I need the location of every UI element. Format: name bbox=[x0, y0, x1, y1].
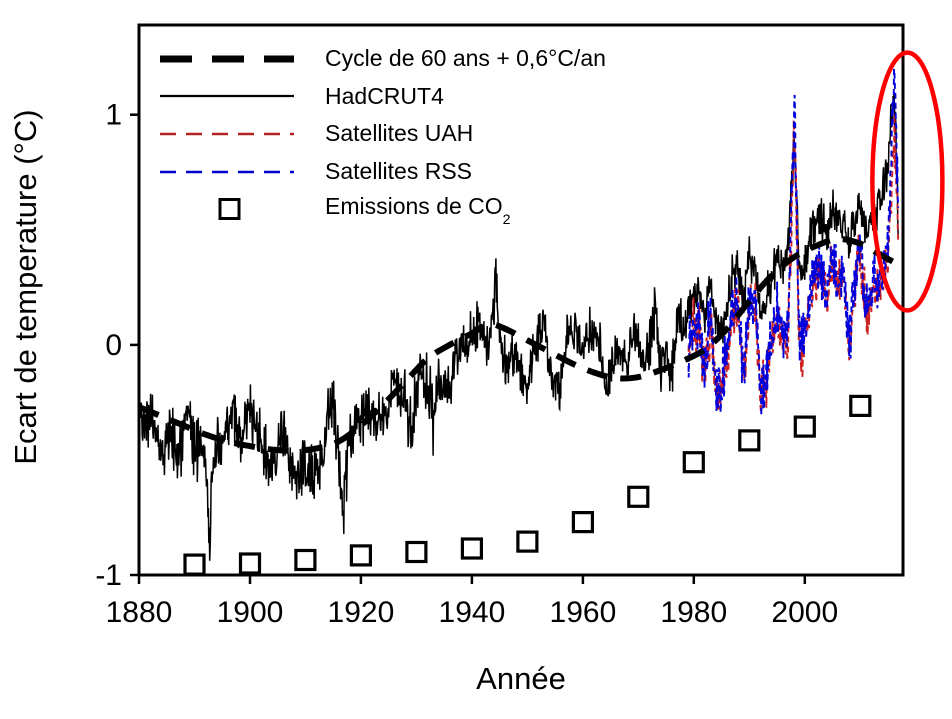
y-axis-tick-label: -1 bbox=[95, 559, 122, 592]
series-rss-line bbox=[687, 68, 900, 416]
x-axis-tick-label: 1980 bbox=[660, 596, 727, 629]
co2-emissions-marker bbox=[516, 530, 539, 553]
co2-emissions-marker bbox=[627, 485, 650, 508]
co2-emissions-marker bbox=[405, 540, 428, 564]
co2-emissions-marker bbox=[682, 451, 705, 474]
co2-emissions-marker bbox=[238, 552, 262, 575]
data-series-group bbox=[139, 68, 903, 561]
legend-label-co2: Emissions de CO2 bbox=[325, 193, 511, 229]
legend-item-rss: Satellites RSS bbox=[157, 153, 606, 191]
open-square-marker-swatch bbox=[218, 198, 241, 221]
co2-emissions-marker bbox=[738, 429, 761, 452]
thick-dashed-line-swatch bbox=[160, 55, 294, 63]
legend-item-cycle: Cycle de 60 ans + 0,6°C/an bbox=[157, 40, 606, 78]
co2-emissions-marker bbox=[349, 544, 372, 567]
y-axis-tick-label: 0 bbox=[105, 329, 122, 362]
x-axis-tick-label: 1940 bbox=[439, 596, 506, 629]
blue-dashed-line-swatch bbox=[160, 170, 294, 173]
legend-item-co2: Emissions de CO2 bbox=[157, 190, 606, 228]
axis-box bbox=[137, 23, 905, 577]
y-axis-title: Ecart de temperature (°C) bbox=[8, 109, 43, 464]
co2-emissions-marker bbox=[849, 394, 872, 417]
legend-label-uah: Satellites UAH bbox=[325, 120, 474, 147]
y-axis-tick-label: 1 bbox=[105, 99, 122, 132]
highlight-ellipse-annotation bbox=[870, 50, 945, 313]
x-axis-tick-label: 1960 bbox=[550, 596, 617, 629]
legend-label-rss: Satellites RSS bbox=[325, 158, 473, 185]
co2-emissions-marker bbox=[460, 537, 483, 560]
co2-emissions-marker bbox=[571, 510, 595, 534]
co2-emissions-marker bbox=[183, 553, 206, 576]
series-cycle-model-line bbox=[139, 235, 903, 454]
x-axis-tick-label: 1900 bbox=[217, 596, 284, 629]
x-axis-tick-label: 1920 bbox=[328, 596, 395, 629]
legend-item-uah: Satellites UAH bbox=[157, 115, 606, 153]
x-axis-title: Année bbox=[476, 661, 566, 696]
legend-label-cycle: Cycle de 60 ans + 0,6°C/an bbox=[325, 45, 606, 72]
chart-legend: Cycle de 60 ans + 0,6°C/an HadCRUT4 Sate… bbox=[157, 40, 606, 228]
co2-emissions-marker bbox=[793, 415, 816, 438]
solid-line-swatch bbox=[160, 95, 294, 98]
x-axis-tick-label: 1880 bbox=[106, 596, 173, 629]
x-axis-tick-label: 2000 bbox=[771, 596, 838, 629]
legend-label-hadcrut4: HadCRUT4 bbox=[325, 82, 444, 109]
legend-item-hadcrut4: HadCRUT4 bbox=[157, 78, 606, 116]
co2-emissions-marker bbox=[294, 548, 317, 572]
red-dashed-line-swatch bbox=[160, 132, 294, 136]
